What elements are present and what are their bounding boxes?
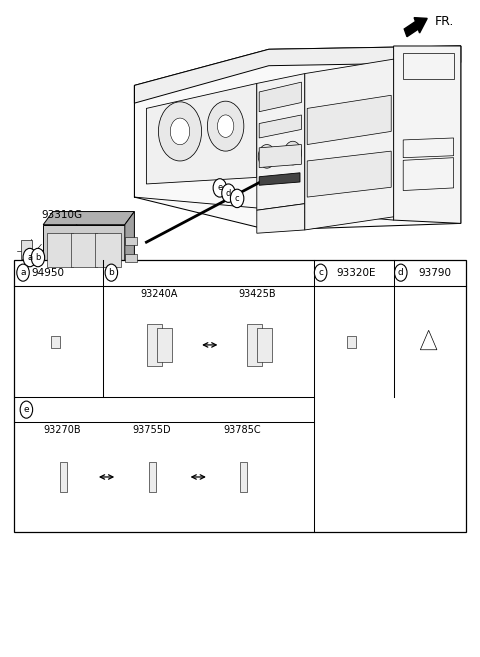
Text: 93270B: 93270B bbox=[44, 424, 81, 435]
Polygon shape bbox=[71, 233, 97, 267]
Text: c: c bbox=[318, 268, 323, 277]
Polygon shape bbox=[184, 298, 198, 375]
Text: e: e bbox=[24, 405, 29, 414]
Text: d: d bbox=[398, 268, 404, 277]
Polygon shape bbox=[39, 336, 45, 347]
Polygon shape bbox=[259, 145, 301, 168]
Polygon shape bbox=[341, 317, 370, 327]
Text: 93240A: 93240A bbox=[141, 288, 178, 299]
Polygon shape bbox=[122, 457, 126, 498]
Circle shape bbox=[258, 145, 276, 168]
Polygon shape bbox=[174, 436, 186, 505]
Circle shape bbox=[20, 401, 33, 419]
Polygon shape bbox=[39, 449, 85, 505]
Polygon shape bbox=[234, 315, 284, 375]
Polygon shape bbox=[95, 233, 121, 267]
Polygon shape bbox=[128, 436, 186, 449]
Text: 93755D: 93755D bbox=[132, 424, 170, 435]
Polygon shape bbox=[219, 449, 265, 505]
Polygon shape bbox=[34, 457, 37, 498]
Polygon shape bbox=[147, 324, 162, 366]
Text: 93310G: 93310G bbox=[42, 210, 83, 220]
Circle shape bbox=[170, 118, 190, 145]
Polygon shape bbox=[259, 115, 301, 138]
Circle shape bbox=[213, 179, 227, 197]
Circle shape bbox=[207, 101, 244, 151]
Polygon shape bbox=[257, 328, 272, 361]
Polygon shape bbox=[214, 457, 217, 498]
Polygon shape bbox=[348, 336, 356, 348]
Polygon shape bbox=[125, 212, 134, 275]
Polygon shape bbox=[240, 462, 247, 492]
Polygon shape bbox=[125, 237, 137, 245]
Circle shape bbox=[23, 248, 36, 267]
Polygon shape bbox=[134, 315, 184, 375]
Polygon shape bbox=[60, 462, 67, 492]
Text: b: b bbox=[35, 253, 41, 262]
Polygon shape bbox=[247, 324, 262, 366]
Polygon shape bbox=[284, 298, 298, 375]
Polygon shape bbox=[341, 327, 363, 357]
Polygon shape bbox=[134, 46, 461, 230]
Polygon shape bbox=[219, 436, 277, 449]
Circle shape bbox=[158, 102, 202, 161]
Polygon shape bbox=[85, 436, 97, 505]
Polygon shape bbox=[134, 46, 461, 103]
Text: 93785C: 93785C bbox=[224, 424, 261, 435]
Text: 94950: 94950 bbox=[32, 267, 64, 278]
Circle shape bbox=[31, 248, 45, 267]
Polygon shape bbox=[307, 151, 391, 197]
Polygon shape bbox=[43, 212, 134, 225]
Polygon shape bbox=[363, 317, 370, 357]
Polygon shape bbox=[406, 304, 462, 317]
Text: FR.: FR. bbox=[434, 14, 454, 28]
Polygon shape bbox=[21, 240, 32, 259]
Polygon shape bbox=[257, 204, 305, 233]
Circle shape bbox=[314, 264, 327, 281]
Polygon shape bbox=[234, 298, 298, 315]
Polygon shape bbox=[134, 298, 198, 315]
Text: 93790: 93790 bbox=[418, 267, 451, 278]
Circle shape bbox=[217, 115, 234, 137]
Polygon shape bbox=[305, 59, 394, 230]
Polygon shape bbox=[146, 83, 257, 184]
Polygon shape bbox=[39, 436, 97, 449]
Polygon shape bbox=[14, 260, 466, 532]
Polygon shape bbox=[51, 336, 60, 348]
Circle shape bbox=[395, 264, 407, 281]
Text: a: a bbox=[27, 253, 32, 262]
Circle shape bbox=[284, 141, 301, 165]
Polygon shape bbox=[45, 327, 67, 357]
Text: b: b bbox=[108, 268, 114, 277]
Text: c: c bbox=[235, 194, 240, 203]
Polygon shape bbox=[452, 304, 462, 367]
Text: d: d bbox=[226, 189, 231, 198]
Polygon shape bbox=[157, 328, 172, 361]
Text: 93425B: 93425B bbox=[238, 288, 276, 299]
Polygon shape bbox=[336, 336, 341, 347]
Polygon shape bbox=[307, 95, 391, 145]
Polygon shape bbox=[257, 74, 305, 210]
Circle shape bbox=[105, 264, 118, 281]
Polygon shape bbox=[259, 82, 301, 112]
Text: 93320E: 93320E bbox=[336, 267, 376, 278]
Polygon shape bbox=[125, 254, 137, 262]
Text: a: a bbox=[20, 268, 26, 277]
Polygon shape bbox=[265, 436, 277, 505]
Circle shape bbox=[17, 264, 29, 281]
Polygon shape bbox=[67, 317, 74, 357]
Polygon shape bbox=[128, 449, 174, 505]
Polygon shape bbox=[149, 462, 156, 492]
Polygon shape bbox=[259, 173, 300, 185]
Polygon shape bbox=[394, 46, 461, 223]
FancyArrow shape bbox=[404, 18, 427, 37]
Polygon shape bbox=[406, 317, 452, 367]
Circle shape bbox=[222, 184, 235, 202]
Text: e: e bbox=[217, 183, 222, 193]
Polygon shape bbox=[43, 225, 125, 275]
Circle shape bbox=[230, 189, 244, 208]
Polygon shape bbox=[47, 233, 73, 267]
Polygon shape bbox=[45, 317, 74, 327]
